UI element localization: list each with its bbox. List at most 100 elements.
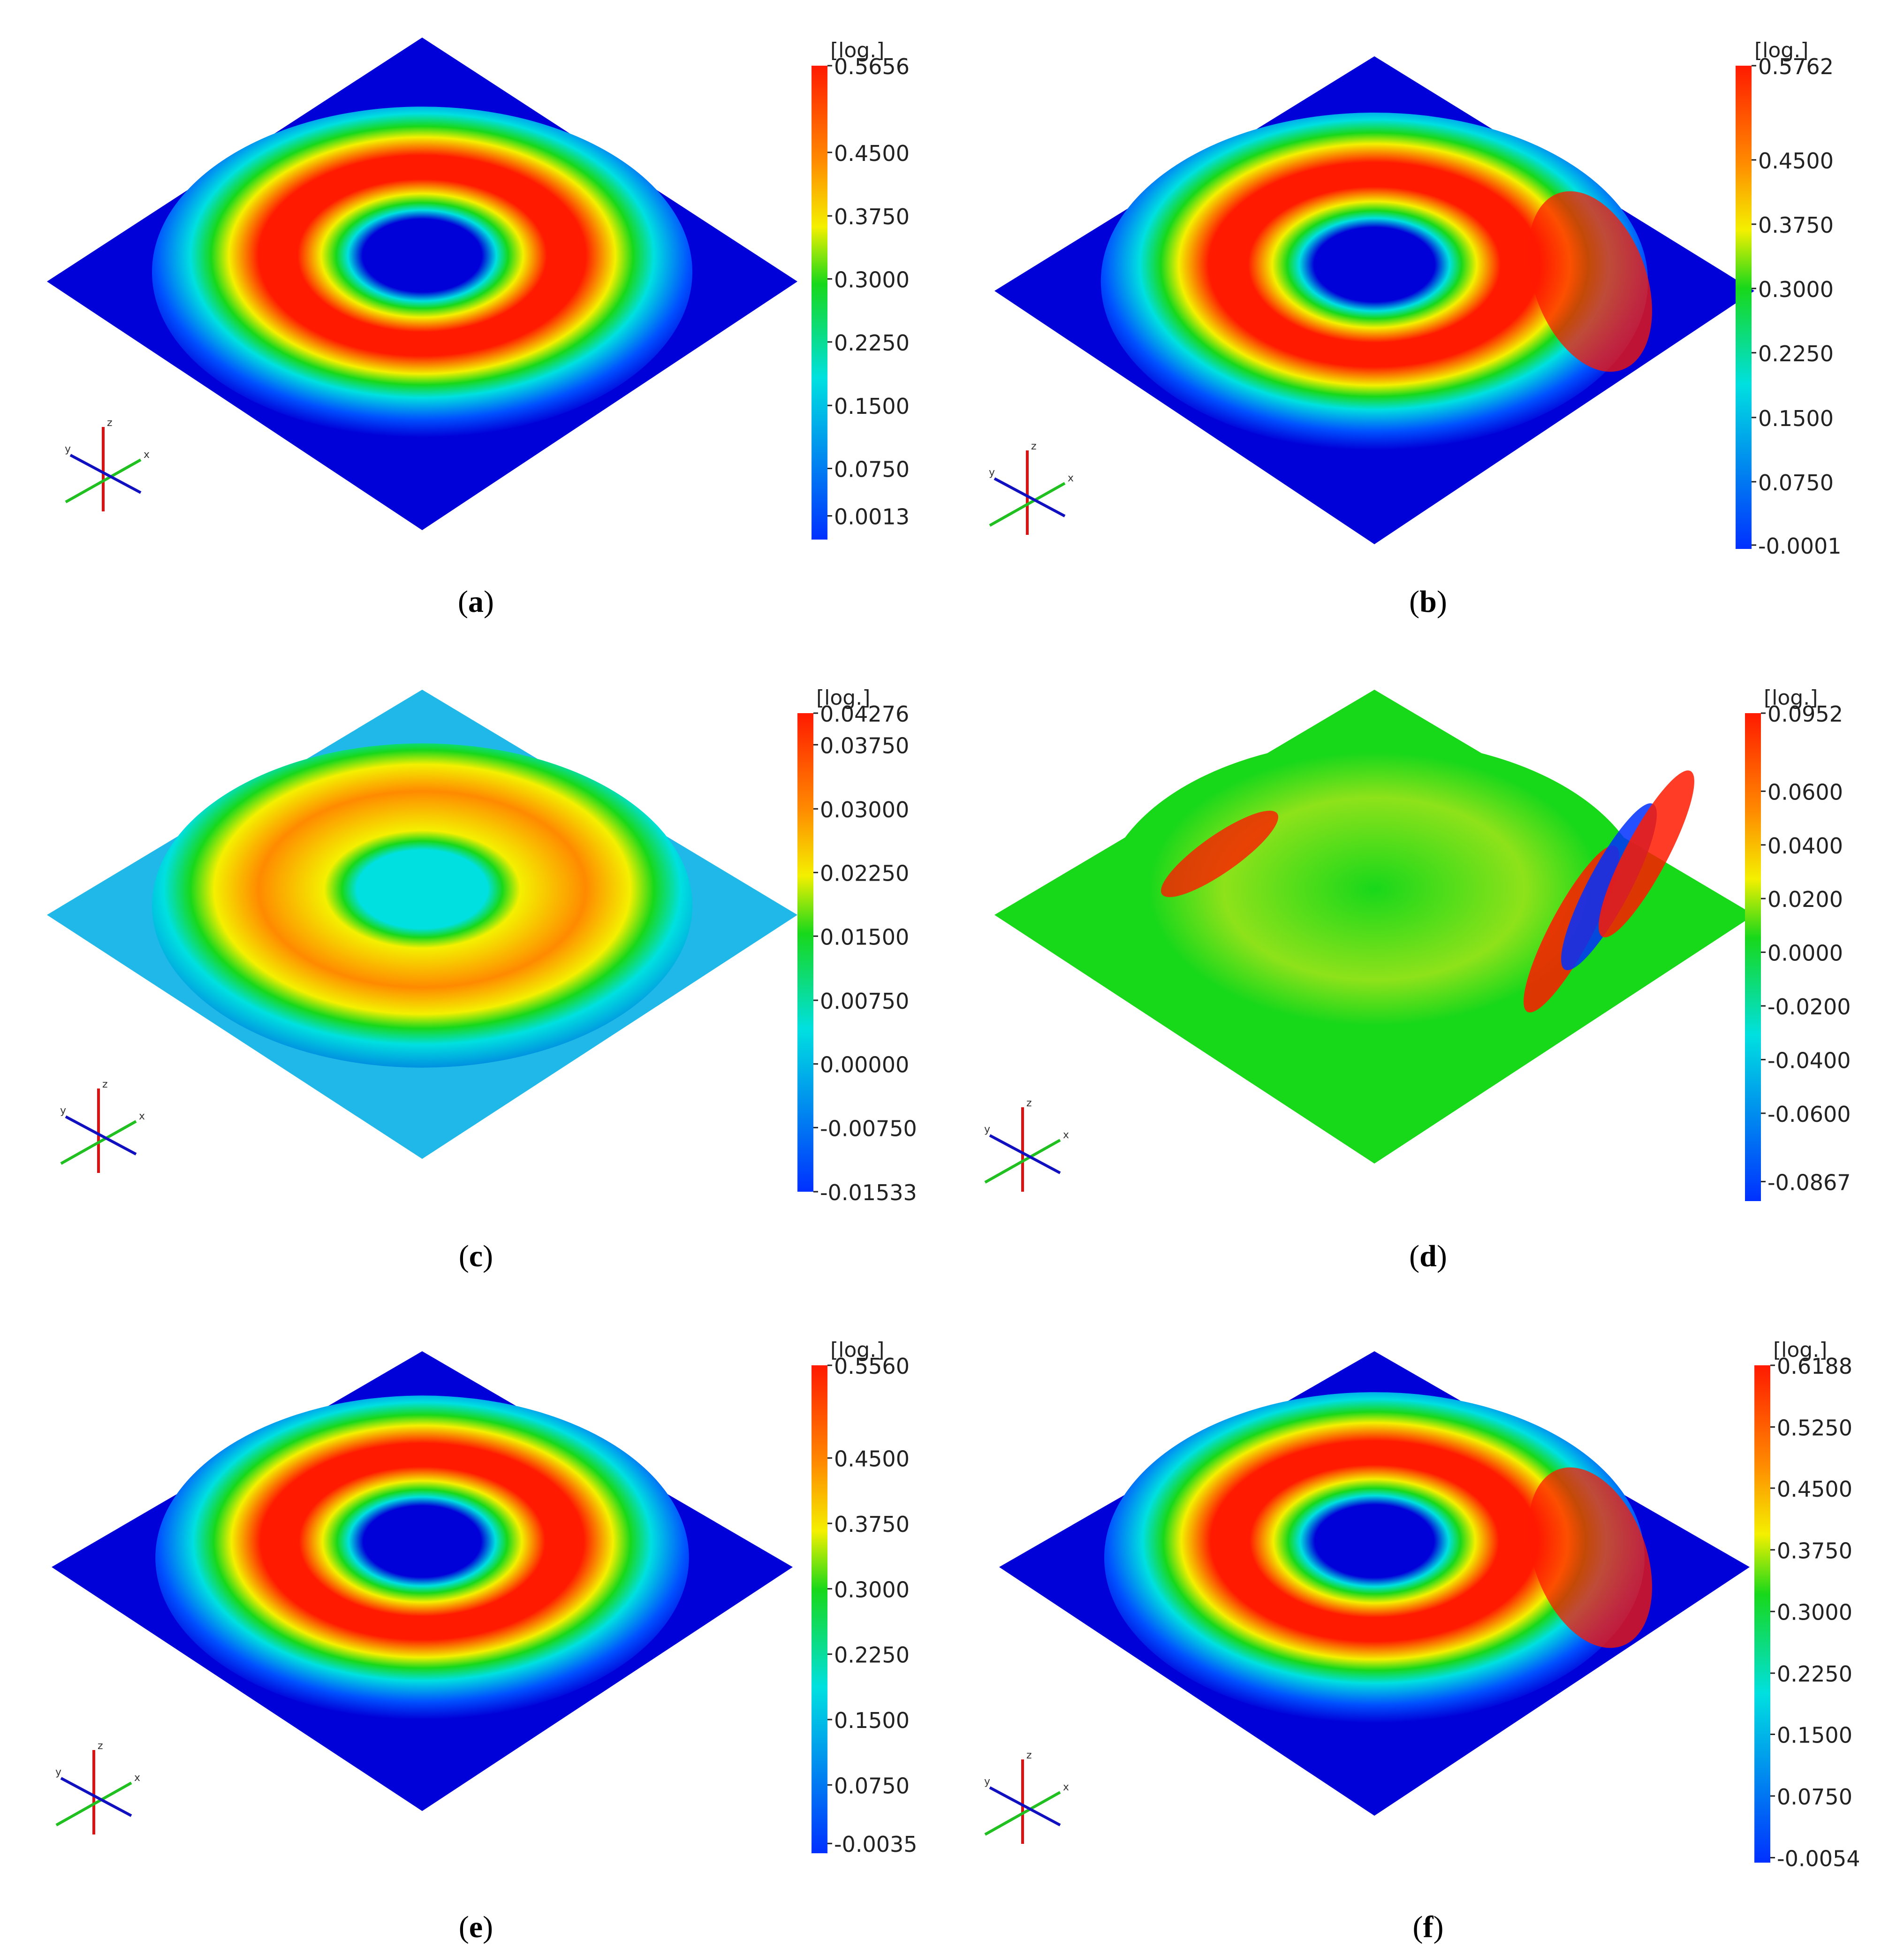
panel-b: [log.] 0.5762 0.4500 0.3750 0.3000 0.2250 0.15… [952,0,1904,652]
axis-label-y: y [984,1124,990,1135]
axis-label-y: y [984,1776,990,1788]
colorbar-tick-label: -0.0600 [1767,1102,1851,1127]
wrinkle-band [1599,770,1694,937]
colorbar-tick-label: 0.1500 [834,1708,910,1733]
colorbar-tick-label: 0.0400 [1767,833,1843,859]
colorbar-unit: [log.] [1754,38,1808,62]
colorbar-tick-label: 0.0000 [1767,941,1843,966]
colorbar-tick-label: 0.3000 [1758,277,1834,302]
colorbar-tick-label: 0.3750 [1758,213,1834,238]
panel-e: [log.] 0.5560 0.4500 0.3750 0.3000 0.2250 0.15… [0,1304,952,1956]
colorbar-tick-label: 0.5250 [1777,1415,1852,1440]
colorbar-tick-label: 0.0750 [834,457,910,482]
colorbar-unit: [log.] [830,38,884,62]
axis-label-x: x [1068,472,1074,484]
colorbar [812,66,827,540]
contour-plot: [log.]0.5762 0.4500 0.3750 0.3000 0.2250 0.15… [989,38,1842,559]
axis-label-z: z [1031,441,1037,452]
axis-label-y: y [989,467,995,479]
colorbar-tick-label: 0.1500 [1777,1723,1852,1748]
contour-plot: [log.]0.5560 0.4500 0.3750 0.3000 0.2250 0.15… [52,1338,918,1857]
colorbar-tick-label: -0.0001 [1758,533,1842,559]
colorbar-tick-label: 0.03750 [820,733,909,758]
colorbar-tick-label: 0.00000 [820,1052,909,1078]
axis-triad: z x y [65,417,150,511]
colorbar-tick-label: -0.0867 [1767,1170,1851,1195]
wrinkle-band [1161,810,1278,898]
colorbar [797,713,813,1192]
defect-lobe [1528,191,1652,372]
axis-label-z: z [102,1079,108,1090]
colorbar-tick-label: 0.4500 [834,141,910,166]
colorbar-tick-label: -0.00750 [820,1116,917,1141]
axis-triad: z x y [60,1079,145,1173]
colorbar [1736,66,1752,549]
colorbar-tick-label: 0.3750 [834,1512,910,1537]
axis-label-x: x [134,1772,140,1784]
cup-strain-field [155,1395,689,1720]
colorbar-unit: [log.] [1764,686,1818,710]
colorbar-unit: [log.] [1773,1338,1827,1362]
colorbar-tick-label: 0.0013 [834,504,910,530]
colorbar-unit: [log.] [816,686,870,710]
cup-strain-field [152,107,692,438]
axis-label-y: y [65,443,71,455]
axis-triad: z x y [989,441,1074,535]
contour-plot: [log.]0.0952 0.0600 0.0400 0.0200 0.0000 -0.0… [984,686,1851,1201]
axis-label-x: x [144,449,150,461]
colorbar-tick-label: 0.03000 [820,797,909,822]
cup-strain-field [1104,1392,1645,1723]
colorbar-tick-label: -0.0400 [1767,1048,1851,1073]
axis-triad: z x y [984,1750,1069,1844]
colorbar-tick-label: 0.0952 [1767,701,1843,727]
contour-plot: [log.]0.5656 0.4500 0.3750 0.3000 0.2250 0.15… [47,38,910,540]
colorbar-tick-label: -0.0200 [1767,994,1851,1020]
colorbar-tick-label: 0.0750 [1777,1784,1852,1810]
colorbar-tick-label: 0.2250 [834,330,910,356]
colorbar-tick-label: -0.01533 [820,1180,917,1205]
colorbar-tick-label: 0.01500 [820,924,909,950]
colorbar-tick-label: 0.3000 [834,267,910,293]
colorbar-tick-label: 0.0600 [1767,779,1843,805]
colorbar-tick-label: 0.5656 [834,54,910,79]
colorbar-tick-label: 0.1500 [834,394,910,419]
axis-label-z: z [1026,1097,1032,1109]
colorbar-tick-label: 0.4500 [834,1446,910,1472]
panel-a: [log.] 0.5656 0.4500 0.3750 0.3000 0.2250 0.15… [0,0,952,652]
colorbar-tick-label: 0.02250 [820,861,909,886]
colorbar [1754,1365,1770,1863]
axis-label-y: y [60,1105,66,1117]
colorbar-tick-label: -0.0054 [1777,1846,1860,1867]
colorbar [1745,713,1761,1201]
colorbar-tick-label: 0.1500 [1758,406,1834,431]
contour-plot: [log.]0.6188 0.5250 0.4500 0.3750 0.3000 0.22… [984,1338,1860,1867]
axis-label-x: x [1063,1781,1069,1793]
axis-label-y: y [55,1766,61,1778]
panel-d: [log.] 0.0952 0.0600 0.0400 0.0200 0.0000 -0.0… [952,652,1904,1304]
axis-label-z: z [98,1740,103,1752]
panel-f: [log.] 0.6188 0.5250 0.4500 0.3750 0.3000 0.22… [952,1304,1904,1956]
axis-triad: z x y [55,1740,140,1834]
axis-label-z: z [107,417,113,429]
axis-triad: z x y [984,1097,1069,1192]
colorbar-tick-label: 0.4500 [1758,148,1834,174]
colorbar-tick-label: 0.3750 [834,204,910,229]
colorbar-tick-label: 0.3750 [1777,1538,1852,1563]
colorbar-tick-label: 0.5762 [1758,54,1834,79]
contour-plot: [log.]0.04276 0.03750 0.03000 0.02250 0.0150… [47,686,917,1205]
colorbar-tick-label: 0.0200 [1767,887,1843,912]
caption: (f) [1412,1910,1444,1944]
colorbar-tick-label: 0.0750 [1758,470,1834,495]
caption: (e) [458,1910,493,1944]
caption: (c) [458,1239,493,1273]
colorbar-tick-label: 0.2250 [1758,341,1834,366]
axis-label-x: x [139,1111,145,1122]
colorbar-tick-label: 0.4500 [1777,1477,1852,1502]
colorbar [812,1365,827,1853]
caption: (d) [1409,1239,1447,1273]
colorbar-tick-label: -0.0035 [834,1832,918,1857]
colorbar-unit: [log.] [830,1338,884,1362]
colorbar-tick-label: 0.3000 [834,1577,910,1602]
colorbar-tick-label: 0.2250 [834,1643,910,1668]
axis-label-x: x [1063,1129,1069,1141]
